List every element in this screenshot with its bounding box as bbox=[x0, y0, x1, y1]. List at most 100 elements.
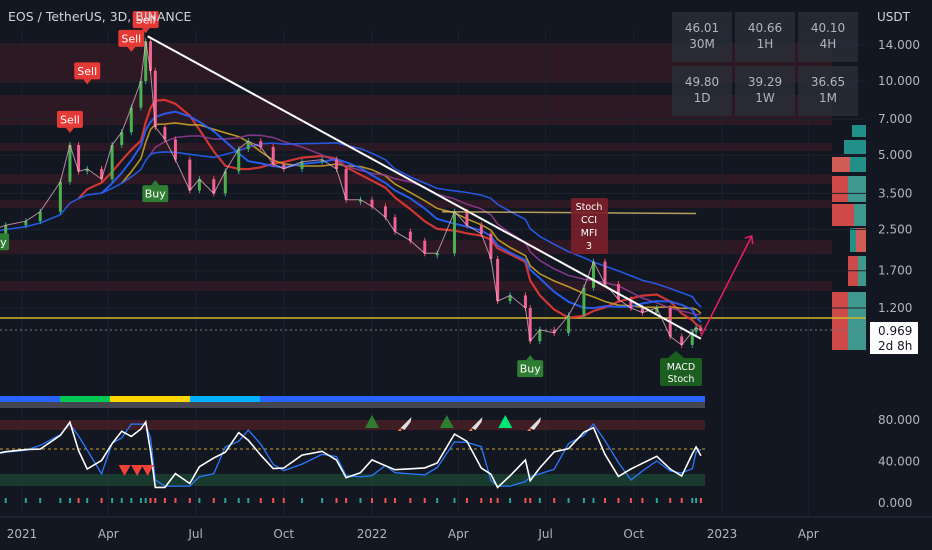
candle bbox=[320, 159, 324, 162]
price-axis-label: 1.700 bbox=[878, 264, 912, 278]
time-axis-label: 2021 bbox=[7, 527, 38, 541]
osc-histogram-bar bbox=[423, 498, 426, 503]
osc-histogram-bar bbox=[641, 498, 644, 503]
candle bbox=[582, 287, 586, 316]
current-price-badge: 0.969 2d 8h bbox=[870, 322, 918, 354]
buy-signal-pointer bbox=[151, 180, 160, 186]
trend-strip-segment bbox=[60, 396, 110, 402]
candle bbox=[680, 336, 684, 345]
candle bbox=[173, 139, 177, 160]
candle bbox=[120, 132, 124, 146]
candle bbox=[129, 107, 133, 133]
candle bbox=[237, 148, 241, 172]
current-price: 0.969 bbox=[878, 324, 912, 338]
candle bbox=[538, 329, 542, 342]
candle bbox=[616, 284, 620, 300]
candle bbox=[699, 327, 703, 331]
buy-signal bbox=[0, 233, 10, 251]
sell-triangle-icon bbox=[131, 465, 144, 476]
macd-stoch-label: MACD Stoch bbox=[660, 351, 702, 386]
resistance-zone bbox=[0, 200, 832, 208]
sell-signal bbox=[118, 29, 145, 47]
candle bbox=[148, 41, 152, 71]
price-axis-label: 14.000 bbox=[878, 38, 920, 52]
osc-histogram-bar bbox=[259, 498, 262, 503]
osc-histogram-bar bbox=[68, 498, 71, 503]
time-axis-label: Jul bbox=[187, 527, 202, 541]
osc-histogram-bar bbox=[149, 498, 152, 503]
candle bbox=[223, 171, 227, 194]
candle bbox=[640, 308, 644, 313]
rsi-value: 46.01 bbox=[685, 21, 719, 35]
osc-histogram-bar bbox=[394, 498, 397, 503]
candle bbox=[508, 295, 512, 302]
sell-signal-pointer bbox=[83, 79, 92, 85]
osc-histogram-bar bbox=[224, 498, 227, 503]
osc-histogram-bar bbox=[39, 498, 42, 503]
candle bbox=[38, 211, 42, 222]
osc-histogram-bar bbox=[100, 498, 103, 503]
rsi-cell: 36.65 1M bbox=[798, 66, 858, 116]
osc-histogram-bar bbox=[680, 498, 683, 503]
resistance-zone bbox=[0, 281, 832, 291]
sell-signal-pointer bbox=[141, 28, 150, 34]
osc-histogram-bar bbox=[567, 498, 570, 503]
time-axis-label: Apr bbox=[448, 527, 469, 541]
buy-signal bbox=[142, 185, 169, 203]
candle bbox=[423, 240, 427, 254]
candle bbox=[335, 159, 339, 169]
sell-triangle-icon bbox=[141, 465, 154, 476]
ma-gold-line bbox=[121, 122, 702, 314]
candle bbox=[212, 179, 216, 194]
sell-signal bbox=[132, 11, 159, 29]
candle bbox=[246, 141, 250, 149]
osc-histogram-bar bbox=[86, 498, 89, 503]
rsi-value: 49.80 bbox=[685, 75, 719, 89]
candle bbox=[188, 159, 192, 191]
overbought-band bbox=[0, 420, 705, 430]
osc-histogram-bar bbox=[538, 498, 541, 503]
buy-signal-label: Buy bbox=[0, 236, 7, 249]
resistance-zone bbox=[0, 240, 832, 254]
osc-axis-label: 0.000 bbox=[878, 496, 912, 510]
annotation-line: Stoch bbox=[668, 374, 695, 385]
buy-signal-label: Buy bbox=[520, 363, 542, 376]
candle bbox=[465, 211, 469, 226]
osc-histogram-bar bbox=[4, 498, 7, 503]
buy-signal-label: Buy bbox=[145, 188, 167, 201]
sell-signal-pointer bbox=[65, 127, 74, 133]
rocket-body bbox=[471, 417, 483, 430]
sell-signal-label: Sell bbox=[136, 14, 156, 27]
rsi-value: 36.65 bbox=[811, 75, 845, 89]
trend-strip-segment bbox=[0, 396, 60, 402]
osc-histogram-bar bbox=[655, 498, 658, 503]
osc-histogram-bar bbox=[480, 498, 483, 503]
ma-blue-line bbox=[100, 110, 702, 323]
candle bbox=[153, 70, 157, 128]
rocket-flame bbox=[468, 428, 473, 431]
osc-histogram-bar bbox=[436, 498, 439, 503]
candle bbox=[603, 261, 607, 285]
osc-histogram-bar bbox=[188, 498, 191, 503]
osc-histogram-bar bbox=[130, 498, 133, 503]
rsi-timeframe: 1W bbox=[755, 91, 775, 105]
rsi-cell: 39.29 1W bbox=[735, 66, 795, 116]
trend-strip-segment bbox=[110, 396, 190, 402]
buy-triangle-icon bbox=[439, 415, 454, 428]
rsi-timeframe: 1D bbox=[694, 91, 711, 105]
trendline bbox=[147, 35, 702, 340]
rocket-body bbox=[530, 417, 542, 430]
trend-strip-segment bbox=[190, 396, 260, 402]
rocket-icon bbox=[527, 417, 542, 431]
rsi-value: 40.10 bbox=[811, 21, 845, 35]
osc-histogram-bar bbox=[139, 498, 142, 503]
candle bbox=[300, 161, 304, 169]
rsi-cell: 46.01 30M bbox=[672, 12, 732, 62]
candle bbox=[144, 41, 148, 82]
candle bbox=[358, 199, 362, 202]
time-axis-label: 2023 bbox=[707, 527, 738, 541]
sell-signal bbox=[56, 110, 83, 128]
osc-histogram-bar bbox=[154, 498, 157, 503]
candle bbox=[58, 181, 62, 212]
